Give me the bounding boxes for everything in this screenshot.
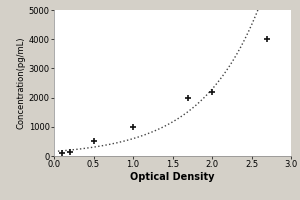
X-axis label: Optical Density: Optical Density [130, 172, 215, 182]
Y-axis label: Concentration(pg/mL): Concentration(pg/mL) [17, 37, 26, 129]
